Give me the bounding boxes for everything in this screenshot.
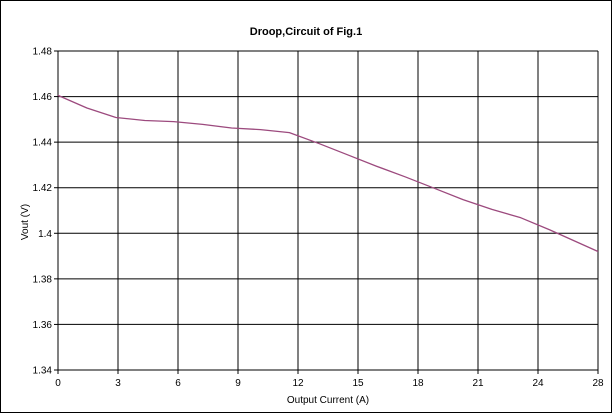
y-tick-label: 1.46 — [33, 92, 53, 103]
y-tick-label: 1.4 — [38, 229, 52, 240]
x-tick-label: 21 — [472, 378, 484, 389]
y-axis-label: Vout (V) — [20, 204, 31, 240]
y-tick-label: 1.48 — [33, 47, 53, 58]
y-axis-ticks: 1.34 1.36 1.38 1.4 1.42 1.44 1.46 1.48 — [33, 47, 58, 377]
x-tick-label: 24 — [532, 378, 544, 389]
x-tick-label: 0 — [55, 378, 61, 389]
y-tick-label: 1.34 — [33, 366, 53, 377]
x-axis-label: Output Current (A) — [287, 395, 369, 406]
x-tick-label: 15 — [352, 378, 364, 389]
y-tick-label: 1.42 — [33, 183, 53, 194]
series-line — [57, 94, 599, 253]
y-tick-label: 1.38 — [33, 274, 53, 285]
x-axis-ticks: 0 3 6 9 12 15 18 21 24 28 — [55, 370, 604, 389]
x-tick-label: 3 — [115, 378, 121, 389]
grid — [57, 50, 599, 371]
x-tick-label: 18 — [412, 378, 424, 389]
x-tick-label: 12 — [292, 378, 304, 389]
x-tick-label: 9 — [235, 378, 241, 389]
x-tick-label: 6 — [175, 378, 181, 389]
x-tick-label: 28 — [592, 378, 604, 389]
chart-title: Droop,Circuit of Fig.1 — [250, 26, 362, 38]
y-tick-label: 1.36 — [33, 320, 53, 331]
series-lines — [57, 94, 599, 253]
y-tick-label: 1.44 — [33, 138, 53, 149]
